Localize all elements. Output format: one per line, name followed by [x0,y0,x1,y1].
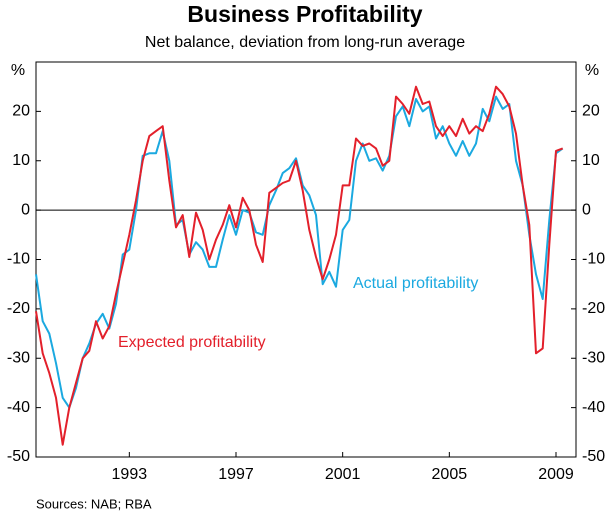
y-tick-label: 0 [21,201,30,218]
y2-tick-label: 0 [582,201,591,218]
y-tick-label: -50 [7,448,30,465]
y-tick-label: 20 [12,103,30,120]
y2-tick-label: -30 [582,349,605,366]
y-tick-label: 10 [12,152,30,169]
y2-tick-label: -10 [582,251,605,268]
x-tick-label: 2009 [538,466,574,483]
x-tick-label: 1993 [112,466,148,483]
y-tick-label: -40 [7,399,30,416]
chart-subtitle: Net balance, deviation from long-run ave… [145,34,465,51]
source: Sources: NAB; RBA [36,496,152,511]
series-label: Expected profitability [118,334,266,351]
y-tick-label: -10 [7,251,30,268]
series-line [35,85,564,446]
y2-tick-label: 20 [582,103,600,120]
y2-tick-label: -40 [582,399,605,416]
x-tick-label: 2001 [325,466,361,483]
y-unit: % [11,62,25,79]
y-tick-label: -30 [7,349,30,366]
y2-unit: % [585,62,599,79]
x-tick-label: 2005 [432,466,468,483]
x-tick-label: 1997 [218,466,254,483]
series-label: Actual profitability [353,275,478,292]
y2-tick-label: 10 [582,152,600,169]
y-tick-label: -20 [7,300,30,317]
y2-tick-label: -50 [582,448,605,465]
plot-frame [35,61,577,458]
y2-tick-label: -20 [582,300,605,317]
series-line [35,95,564,409]
chart-title: Business Profitability [187,1,422,27]
